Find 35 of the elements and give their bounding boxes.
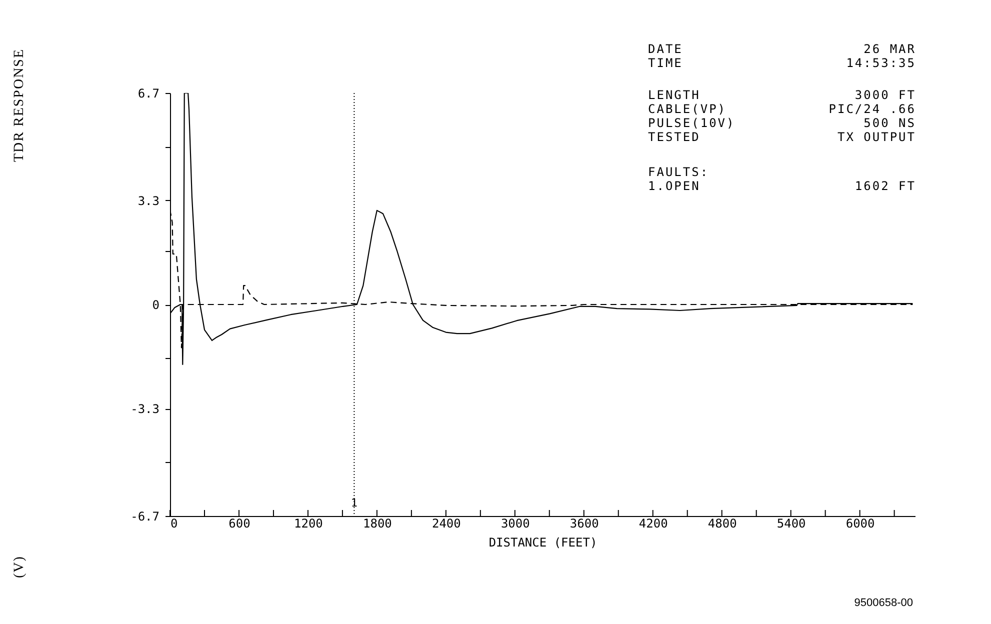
- x-tick-label: 600: [228, 516, 250, 530]
- y-tick-label: -6.7: [130, 510, 160, 524]
- text: (V): [12, 556, 27, 578]
- text: TDR RESPONSE: [12, 48, 27, 162]
- text: 14:53:35: [846, 56, 916, 70]
- y-tick-label: 6.7: [138, 86, 160, 100]
- text: TIME: [648, 56, 683, 70]
- x-tick-label: 4200: [638, 516, 668, 530]
- x-tick-label: 1800: [362, 516, 392, 530]
- text: DATE: [648, 42, 683, 56]
- y-tick-label: 3.3: [138, 194, 160, 208]
- annotation: 1.OPEN: [648, 179, 700, 193]
- annotation: PIC/24 .66: [828, 102, 916, 116]
- x-tick-label: 1200: [294, 516, 323, 530]
- x-tick-label: 0: [170, 516, 178, 530]
- y-tick-label: -3.3: [130, 402, 160, 416]
- y-tick-label: 0: [152, 298, 160, 312]
- annotation: TX OUTPUT: [837, 130, 916, 144]
- x-tick-label: 6000: [846, 516, 875, 530]
- x-axis-title: DISTANCE (FEET): [488, 536, 598, 550]
- annotation: 1602 FT: [854, 179, 916, 193]
- x-tick-label: 3000: [500, 516, 530, 530]
- annotation: FAULTS:: [648, 165, 710, 179]
- x-tick-label: 3600: [570, 516, 599, 530]
- x-tick-label: 4800: [708, 516, 737, 530]
- text: 26 MAR: [864, 42, 916, 56]
- x-tick-label: 2400: [432, 516, 461, 530]
- annotation: CABLE(VP): [648, 102, 727, 116]
- annotation: 500 NS: [864, 116, 916, 130]
- annotation: LENGTH: [648, 88, 700, 102]
- annotation: 3000 FT: [854, 88, 916, 102]
- annotation: TESTED: [648, 130, 700, 144]
- text: 9500658-00: [854, 596, 913, 610]
- annotation: PULSE(10V): [648, 116, 736, 130]
- x-tick-label: 5400: [776, 516, 806, 530]
